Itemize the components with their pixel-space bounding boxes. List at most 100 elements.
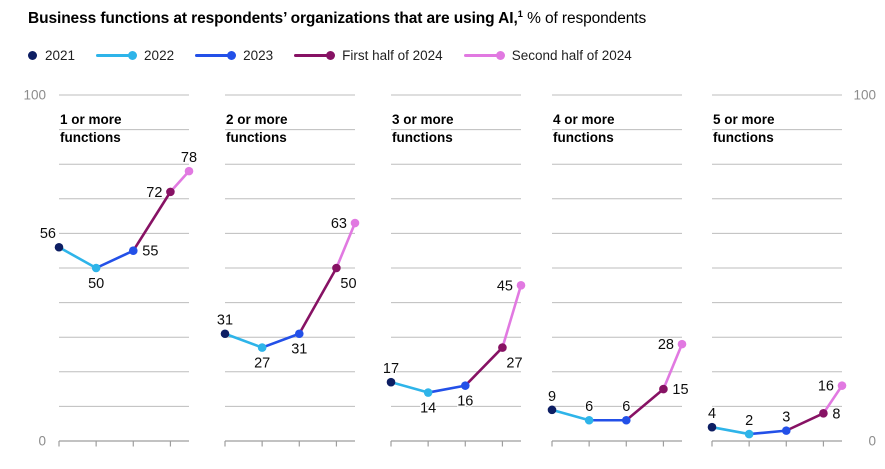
data-point [423, 388, 433, 397]
panel-title: 1 or more [60, 112, 122, 127]
legend-label: Second half of 2024 [511, 48, 632, 63]
chart-title: Business functions at respondents’ organ… [28, 9, 646, 28]
series-segment [223, 332, 264, 349]
value-label: 50 [88, 276, 104, 292]
legend-label: 2022 [144, 48, 175, 63]
data-point [584, 415, 594, 425]
value-label: 72 [146, 185, 162, 201]
panel-2: 2 or more functions 31 27 31 50 63 [216, 94, 360, 447]
footnote-superscript: 1 [517, 9, 523, 20]
value-label: 17 [383, 361, 399, 377]
panel-title: functions [392, 130, 453, 145]
legend: 2021 2022 2023 First half of 2024 Second hal… [28, 48, 632, 63]
value-label: 9 [548, 389, 556, 405]
data-point [184, 166, 194, 176]
value-label: 31 [217, 313, 233, 329]
value-label: 63 [331, 216, 347, 232]
data-point [547, 405, 557, 415]
panel-title: 3 or more [392, 112, 454, 127]
legend-item-second-half-of-2024: Second half of 2024 [463, 48, 632, 63]
series-segment [463, 346, 504, 387]
data-point [386, 377, 396, 387]
data-point [516, 281, 526, 290]
y-axis-label: 100 [853, 88, 876, 103]
panel-title: functions [713, 130, 774, 145]
legend-item-first-half-of-2024: First half of 2024 [294, 48, 443, 63]
value-label: 6 [585, 399, 593, 415]
legend-line-dot-icon [195, 51, 237, 60]
series-segment [57, 245, 98, 270]
value-label: 16 [457, 394, 473, 410]
series-segment [335, 221, 357, 270]
value-label: 6 [622, 399, 630, 415]
panel-5: 5 or more functions 4 2 3 8 16 [707, 94, 847, 447]
value-label: 15 [672, 382, 688, 398]
y-axis-label: 100 [23, 88, 46, 103]
value-label: 8 [832, 406, 840, 422]
y-axis-label: 0 [38, 434, 46, 449]
panel-1: 1 or more functions 56 50 55 72 78 [39, 94, 198, 447]
series-segment [501, 283, 523, 349]
chart-title-suffix: % of respondents [522, 10, 647, 28]
legend-label: First half of 2024 [342, 48, 443, 63]
data-point [332, 263, 341, 273]
series-segment [550, 408, 591, 422]
series-segment [297, 266, 338, 336]
data-point [744, 429, 754, 439]
panel-title: functions [226, 130, 287, 145]
value-label: 2 [745, 413, 753, 429]
value-label: 56 [40, 226, 56, 242]
series-segment [131, 190, 172, 252]
series-segment [624, 387, 665, 422]
data-point [781, 426, 791, 435]
panel-title: functions [60, 130, 121, 145]
data-point [837, 381, 847, 390]
series-segment [426, 384, 467, 394]
legend-dot-icon [28, 51, 37, 60]
legend-label: 2023 [243, 48, 274, 63]
series-segment [389, 380, 430, 394]
value-label: 16 [818, 379, 834, 395]
series-segment [169, 169, 191, 194]
data-point [498, 343, 507, 352]
legend-line-dot-icon [463, 51, 505, 60]
data-point [621, 415, 631, 425]
data-point [350, 218, 360, 228]
data-point [54, 242, 64, 252]
data-point [294, 329, 304, 339]
series-segment [94, 249, 135, 270]
series-segment [260, 332, 301, 349]
chart-title-bold: Business functions at respondents’ organ… [28, 10, 518, 28]
data-point [257, 343, 267, 352]
data-point [128, 246, 138, 255]
legend-line-dot-icon [96, 51, 138, 60]
value-label: 45 [497, 278, 513, 294]
panel-title: 4 or more [553, 112, 615, 127]
data-point [460, 381, 470, 390]
data-point [819, 409, 828, 418]
legend-label: 2021 [45, 48, 76, 63]
value-label: 4 [708, 406, 716, 422]
value-label: 28 [658, 337, 674, 353]
panel-title: 5 or more [713, 112, 775, 127]
data-point [707, 422, 717, 432]
legend-item-2021: 2021 [28, 48, 75, 63]
data-point [220, 329, 230, 339]
value-label: 14 [420, 401, 436, 417]
value-label: 31 [291, 342, 307, 358]
y-axis-label: 0 [868, 434, 876, 449]
value-label: 27 [254, 356, 270, 372]
series-segment [710, 425, 751, 436]
series-segment [662, 342, 684, 391]
legend-line-dot-icon [294, 51, 336, 60]
value-label: 55 [142, 244, 158, 260]
series-segment [822, 384, 844, 415]
data-point [91, 263, 101, 273]
value-label: 50 [340, 276, 356, 292]
panel-3: 3 or more functions 17 14 16 27 45 [382, 94, 526, 447]
data-point [677, 339, 687, 349]
panel-4: 4 or more functions 9 6 6 15 28 [547, 94, 690, 447]
panel-title: functions [553, 130, 614, 145]
